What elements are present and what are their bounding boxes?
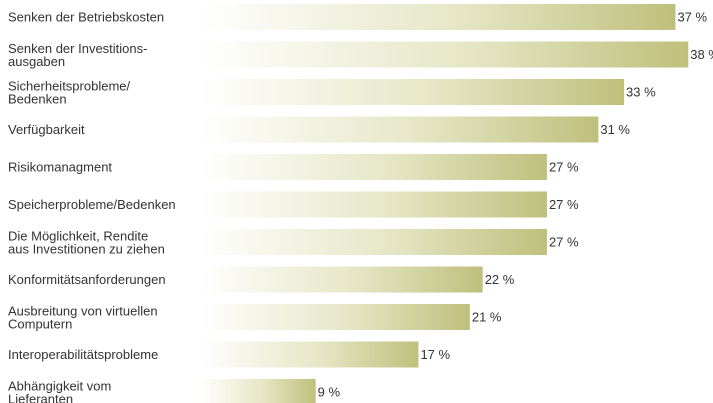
bar-9 — [200, 341, 419, 368]
category-label: Abhängigkeit vom Lieferanten — [8, 379, 111, 403]
category-label: Die Möglichkeit, Rendite aus Investitione… — [8, 229, 165, 257]
category-label: Speicherprobleme/Bedenken — [8, 197, 176, 212]
value-label: 31 % — [600, 122, 630, 137]
category-label-line: Interoperabilitätsprobleme — [8, 347, 158, 362]
category-label: Interoperabilitätsprobleme — [8, 347, 158, 362]
bar-3 — [200, 116, 599, 143]
bar-5 — [200, 191, 547, 218]
category-label: Senken der Investitions-ausgaben — [8, 41, 147, 69]
value-label: 9 % — [318, 385, 341, 400]
bar-8 — [200, 304, 470, 330]
bar-1 — [200, 41, 689, 68]
category-label-line: Senken der Investitions- — [8, 41, 147, 56]
bar-2 — [200, 79, 625, 105]
bar-7 — [200, 266, 483, 293]
category-label-line: Verfügbarkeit — [8, 122, 85, 137]
value-label: 38 % — [690, 47, 713, 62]
bar-6 — [200, 229, 547, 255]
category-label-line: aus Investitionen zu ziehen — [8, 242, 165, 257]
category-label-line: Konformitätsanforderungen — [8, 272, 166, 287]
category-label: Ausbreitung von virtuellen Computern — [8, 304, 158, 332]
value-label: 27 % — [549, 197, 579, 212]
category-label-line: Risikomanagment — [8, 160, 112, 175]
bars-layer — [200, 4, 689, 403]
bar-0 — [200, 4, 676, 30]
value-label: 17 % — [420, 347, 450, 362]
value-label: 27 % — [549, 235, 579, 250]
category-label-line: Sicherheitsprobleme/ — [8, 79, 131, 94]
category-label-line: Computern — [8, 317, 72, 332]
value-label: 27 % — [549, 160, 579, 175]
labels-layer: 37 % Senken der Betriebskosten 38 % Senken … — [8, 10, 713, 403]
value-label: 21 % — [472, 310, 502, 325]
category-label: Risikomanagment — [8, 160, 112, 175]
category-label-line: Speicherprobleme/Bedenken — [8, 197, 176, 212]
category-label-line: Lieferanten — [8, 392, 73, 403]
bar-4 — [200, 154, 547, 180]
category-label-line: Die Möglichkeit, Rendite — [8, 229, 148, 244]
category-label-line: Abhängigkeit vom — [8, 379, 111, 394]
category-label-line: Bedenken — [8, 92, 67, 107]
category-label-line: ausgaben — [8, 54, 65, 69]
category-label: Sicherheitsprobleme/Bedenken — [8, 79, 131, 107]
bar-10 — [200, 379, 316, 403]
value-label: 33 % — [626, 85, 656, 100]
category-label-line: Ausbreitung von virtuellen — [8, 304, 158, 319]
category-label: Senken der Betriebskosten — [8, 10, 164, 25]
category-label: Verfügbarkeit — [8, 122, 85, 137]
value-label: 22 % — [485, 272, 515, 287]
category-label-line: Senken der Betriebskosten — [8, 10, 164, 25]
category-label: Konformitätsanforderungen — [8, 272, 166, 287]
value-label: 37 % — [677, 10, 707, 25]
